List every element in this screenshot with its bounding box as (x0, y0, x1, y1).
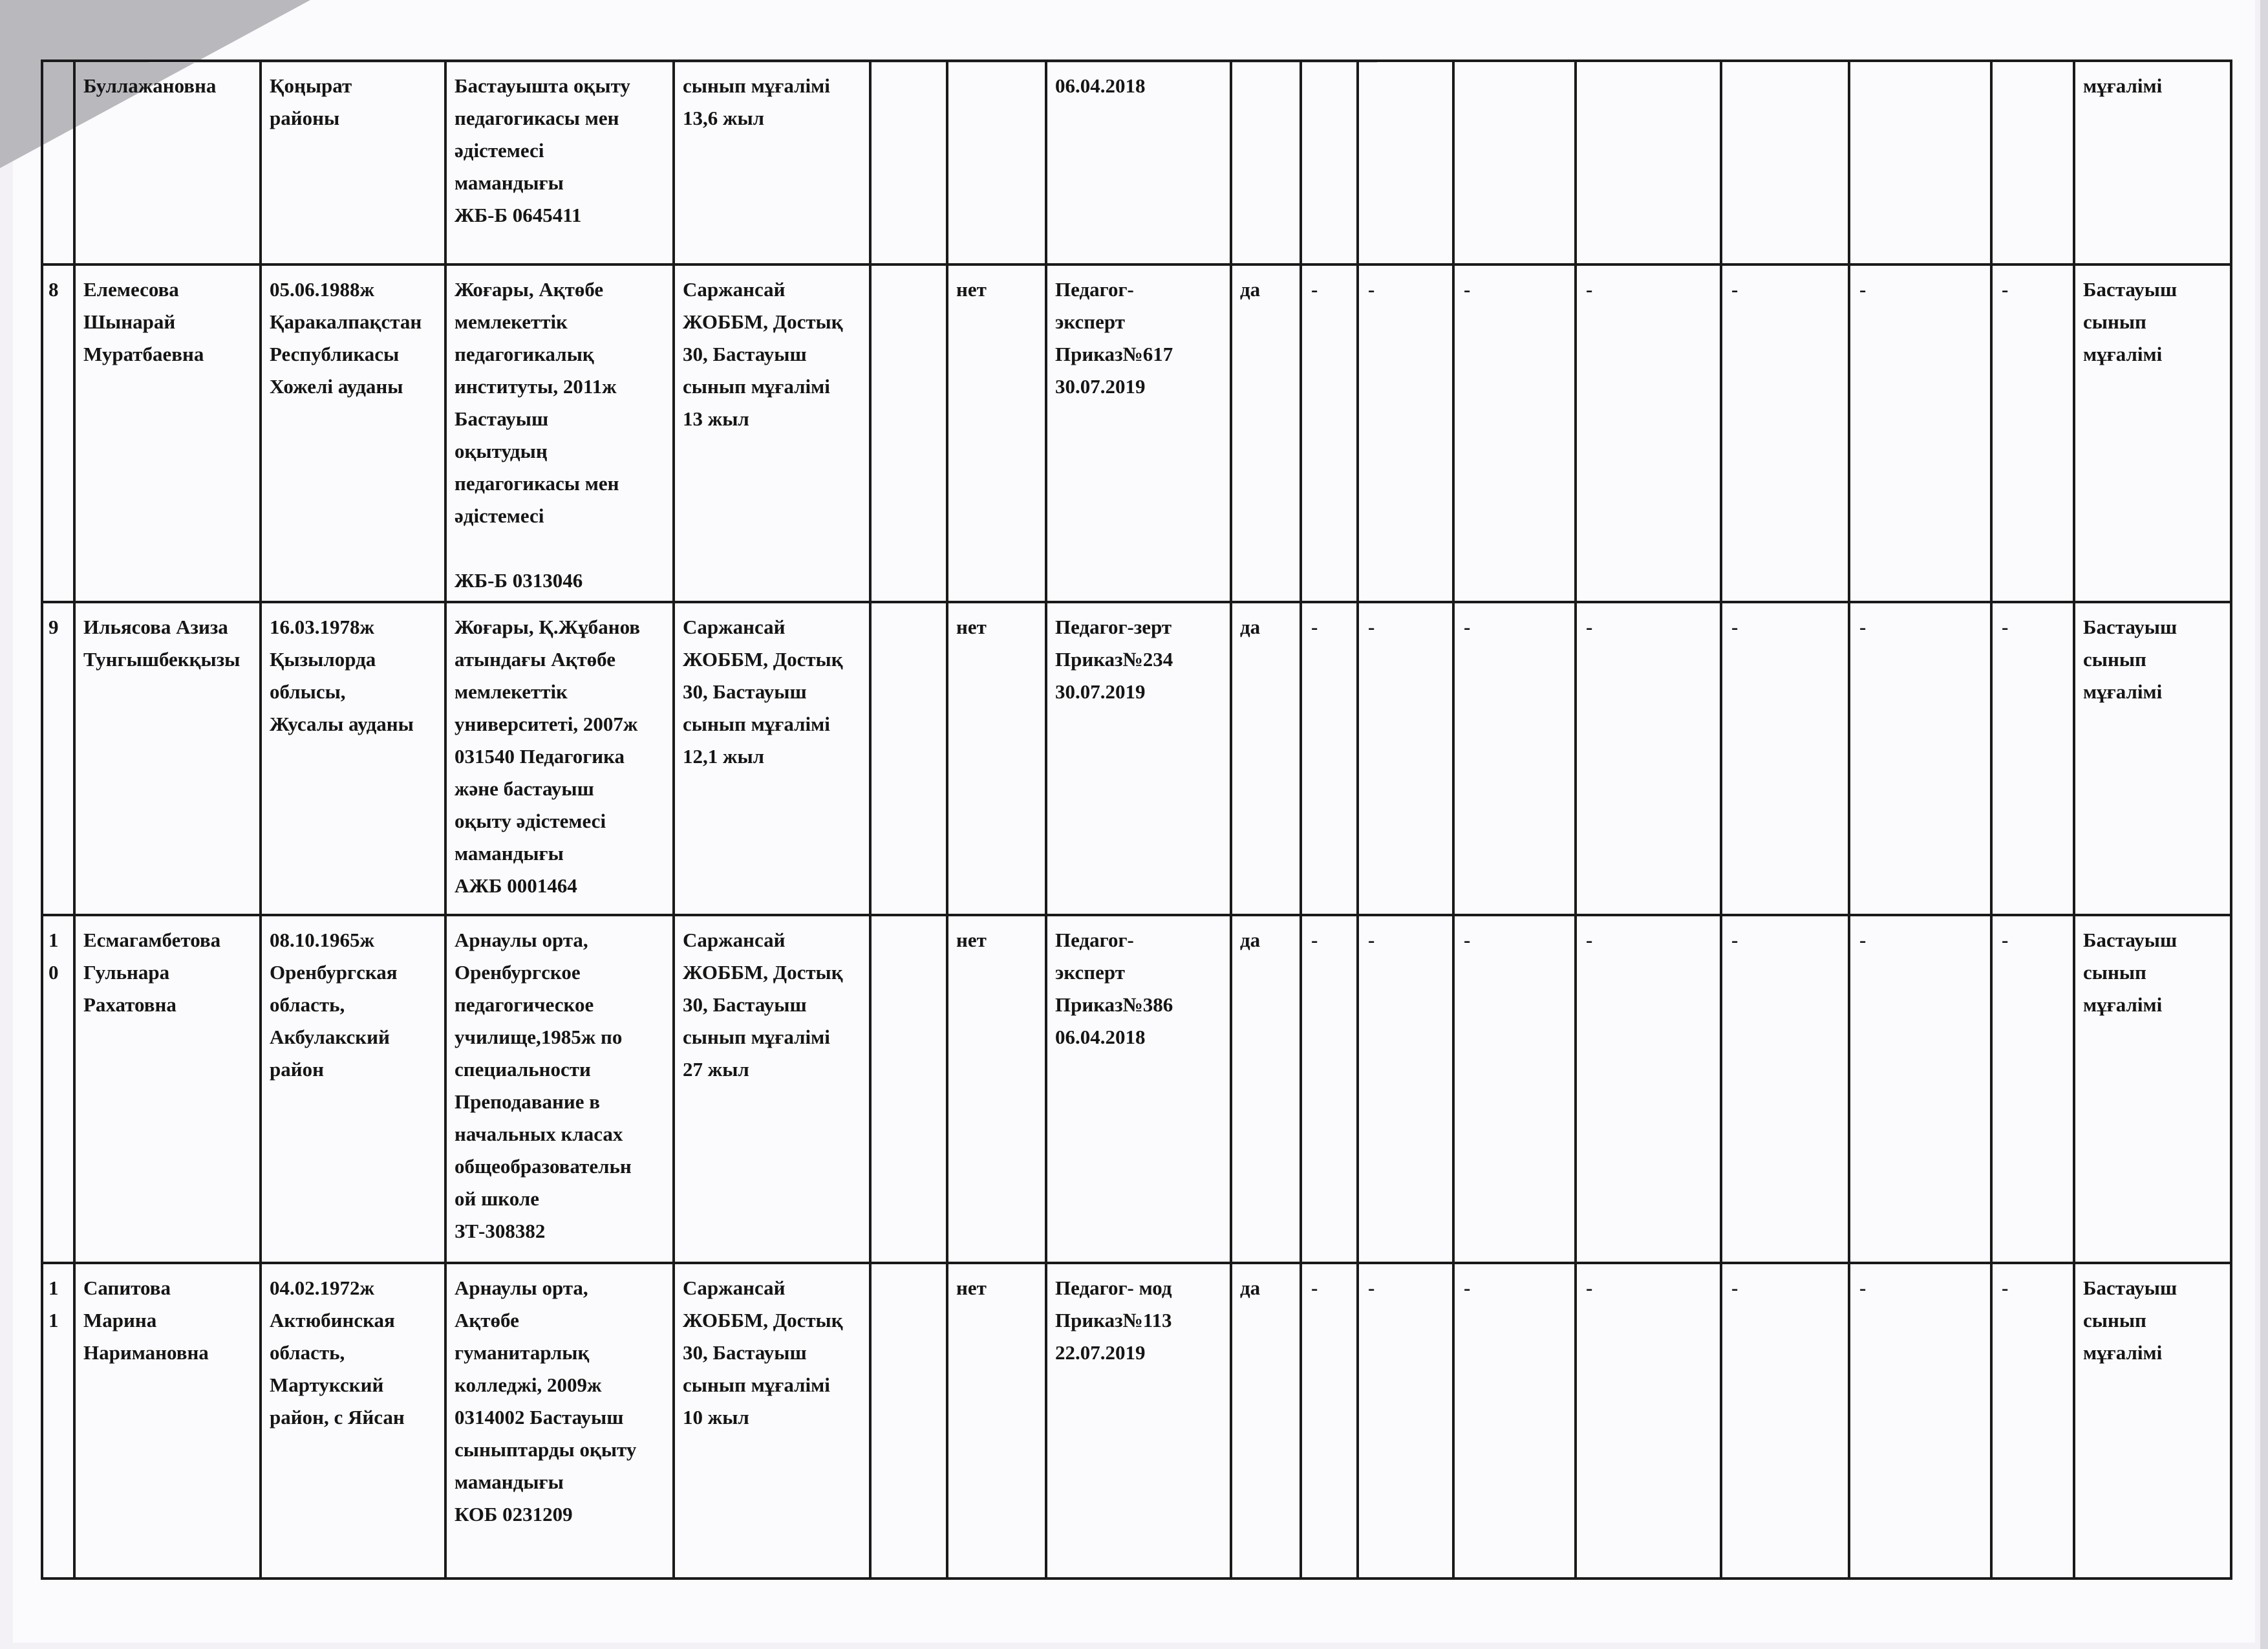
education: Бастауышта оқыту педагогикасы мен әдісте… (444, 59, 675, 266)
certificate-cell: нет (946, 914, 1047, 1264)
dash-cell: - (1300, 601, 1359, 916)
row-number (41, 59, 76, 266)
certificate-cell (946, 59, 1047, 266)
dash-cell: - (1452, 263, 1577, 603)
table-row: Буллажановна Қоңырат районы Бастауышта оқы… (41, 59, 2232, 266)
yes-cell: да (1230, 601, 1302, 916)
teacher-name: Ильясова Азиза Тунгышбекқызы (73, 601, 262, 916)
row-number: 8 (41, 263, 76, 603)
workplace-experience: Саржансай ЖОББМ, Достық 30, Бастауыш сын… (672, 263, 872, 603)
dash-cell (1574, 59, 1722, 266)
position-cell: Бастауыш сынып мұғалімі (2073, 1262, 2232, 1580)
teacher-name: Сапитова Марина Наримановна (73, 1262, 262, 1580)
dash-cell: - (1300, 263, 1359, 603)
row-number: 9 (41, 601, 76, 916)
position-cell: Бастауыш сынып мұғалімі (2073, 263, 2232, 603)
empty-cell (869, 59, 948, 266)
education: Арнаулы орта, Оренбургское педагогическо… (444, 914, 675, 1264)
dash-cell: - (1452, 601, 1577, 916)
table-row: 10 Есмагамбетова Гульнара Рахатовна 08.10.… (41, 914, 2232, 1264)
dash-cell: - (1720, 601, 1850, 916)
dash-cell: - (1990, 914, 2075, 1264)
yes-cell: да (1230, 914, 1302, 1264)
position-cell: Бастауыш сынып мұғалімі (2073, 914, 2232, 1264)
teacher-name: Есмагамбетова Гульнара Рахатовна (73, 914, 262, 1264)
dash-cell: - (1720, 1262, 1850, 1580)
dash-cell: - (1574, 1262, 1722, 1580)
dash-cell: - (1300, 914, 1359, 1264)
empty-cell (869, 1262, 948, 1580)
birth-date-place: 16.03.1978ж Қызылорда облысы, Жусалы ауд… (259, 601, 447, 916)
dash-cell (1452, 59, 1577, 266)
birth-date-place: Қоңырат районы (259, 59, 447, 266)
yes-cell: да (1230, 1262, 1302, 1580)
teachers-table: Буллажановна Қоңырат районы Бастауышта оқы… (41, 59, 2232, 1580)
dash-cell: - (1990, 1262, 2075, 1580)
education: Жоғары, Ақтөбе мемлекеттік педагогикалық… (444, 263, 675, 603)
certificate-cell: нет (946, 263, 1047, 603)
dash-cell (1300, 59, 1359, 266)
teacher-name: Буллажановна (73, 59, 262, 266)
dash-cell: - (1356, 1262, 1455, 1580)
dash-cell: - (1848, 601, 1993, 916)
empty-cell (869, 601, 948, 916)
teacher-name: Елемесова Шынарай Муратбаевна (73, 263, 262, 603)
dash-cell: - (1720, 914, 1850, 1264)
dash-cell: - (1720, 263, 1850, 603)
education: Арнаулы орта, Ақтөбе гуманитарлық коллед… (444, 1262, 675, 1580)
dash-cell (1990, 59, 2075, 266)
position-cell: Бастауыш сынып мұғалімі (2073, 601, 2232, 916)
yes-cell: да (1230, 263, 1302, 603)
workplace-experience: Саржансай ЖОББМ, Достық 30, Бастауыш сын… (672, 1262, 872, 1580)
dash-cell: - (1848, 263, 1993, 603)
scan-edge (2260, 0, 2268, 1649)
table-row: 11 Сапитова Марина Наримановна 04.02.1972ж… (41, 1262, 2232, 1580)
dash-cell: - (1356, 914, 1455, 1264)
empty-cell (869, 263, 948, 603)
dash-cell (1848, 59, 1993, 266)
qualification-category: Педагог- эксперт Приказ№386 06.04.2018 (1045, 914, 1232, 1264)
dash-cell: - (1356, 601, 1455, 916)
qualification-category: Педагог-зерт Приказ№234 30.07.2019 (1045, 601, 1232, 916)
dash-cell: - (1990, 263, 2075, 603)
yes-cell (1230, 59, 1302, 266)
row-number: 11 (41, 1262, 76, 1580)
empty-cell (869, 914, 948, 1264)
birth-date-place: 08.10.1965ж Оренбургская область, Акбула… (259, 914, 447, 1264)
birth-date-place: 05.06.1988ж Қаракалпақстан Республикасы … (259, 263, 447, 603)
dash-cell: - (1574, 263, 1722, 603)
certificate-cell: нет (946, 601, 1047, 916)
workplace-experience: Саржансай ЖОББМ, Достық 30, Бастауыш сын… (672, 914, 872, 1264)
qualification-category: 06.04.2018 (1045, 59, 1232, 266)
table-row: 8 Елемесова Шынарай Муратбаевна 05.06.1988… (41, 263, 2232, 603)
dash-cell: - (1848, 1262, 1993, 1580)
dash-cell: - (1574, 914, 1722, 1264)
workplace-experience: Саржансай ЖОББМ, Достық 30, Бастауыш сын… (672, 601, 872, 916)
dash-cell (1720, 59, 1850, 266)
table-body: Буллажановна Қоңырат районы Бастауышта оқы… (41, 59, 2232, 1580)
dash-cell: - (1452, 1262, 1577, 1580)
education: Жоғары, Қ.Жұбанов атындағы Ақтөбе мемлек… (444, 601, 675, 916)
position-cell: мұғалімі (2073, 59, 2232, 266)
dash-cell: - (1990, 601, 2075, 916)
dash-cell: - (1356, 263, 1455, 603)
workplace-experience: сынып мұғалімі 13,6 жыл (672, 59, 872, 266)
certificate-cell: нет (946, 1262, 1047, 1580)
dash-cell: - (1848, 914, 1993, 1264)
dash-cell: - (1574, 601, 1722, 916)
birth-date-place: 04.02.1972ж Актюбинская область, Мартукс… (259, 1262, 447, 1580)
row-number: 10 (41, 914, 76, 1264)
dash-cell: - (1300, 1262, 1359, 1580)
qualification-category: Педагог- мод Приказ№113 22.07.2019 (1045, 1262, 1232, 1580)
dash-cell (1356, 59, 1455, 266)
table-row: 9 Ильясова Азиза Тунгышбекқызы 16.03.1978ж… (41, 601, 2232, 916)
qualification-category: Педагог- эксперт Приказ№617 30.07.2019 (1045, 263, 1232, 603)
dash-cell: - (1452, 914, 1577, 1264)
